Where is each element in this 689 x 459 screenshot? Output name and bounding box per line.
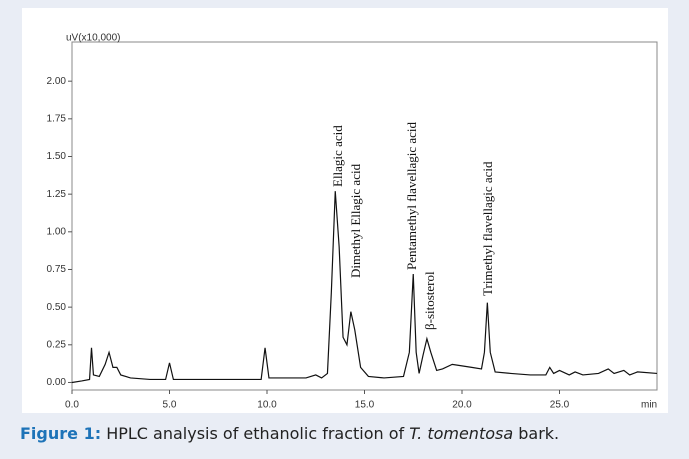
y-axis-label: uV(x10,000) xyxy=(66,33,120,44)
caption-text: HPLC analysis of ethanolic fraction of xyxy=(106,424,404,443)
y-tick-label: 0.00 xyxy=(47,377,67,388)
x-tick-label: 15.0 xyxy=(355,400,375,411)
caption-label: Figure 1: xyxy=(20,424,101,443)
x-tick-label: 10.0 xyxy=(257,400,277,411)
peak-label: Dimethyl Ellagic acid xyxy=(348,163,363,278)
y-tick-label: 0.50 xyxy=(47,302,67,313)
y-tick-label: 1.00 xyxy=(47,226,67,237)
chromatogram-line xyxy=(71,191,658,384)
y-tick-label: 1.50 xyxy=(47,151,67,162)
peak-label: β-sitosterol xyxy=(422,271,437,330)
caption: Figure 1: HPLC analysis of ethanolic fra… xyxy=(20,424,559,443)
chart-panel xyxy=(22,8,668,413)
caption-end: bark. xyxy=(518,424,559,443)
y-tick-label: 0.75 xyxy=(47,264,67,275)
x-tick-label: 0.0 xyxy=(65,400,79,411)
y-tick-label: 1.25 xyxy=(47,189,67,200)
x-tick-label: 25.0 xyxy=(550,400,570,411)
peak-label: Ellagic acid xyxy=(330,125,345,187)
x-tick-label: 20.0 xyxy=(452,400,472,411)
y-tick-label: 2.00 xyxy=(47,76,67,87)
x-axis-unit: min xyxy=(641,400,657,411)
y-tick-label: 1.75 xyxy=(47,113,67,124)
caption-species: T. tomentosa xyxy=(409,424,513,443)
peak-label: Pentamethyl flavellagic acid xyxy=(404,122,419,270)
x-tick-label: 5.0 xyxy=(163,400,177,411)
y-tick-label: 0.25 xyxy=(47,339,67,350)
peak-label: Trimethyl flavellagic acid xyxy=(480,161,495,296)
